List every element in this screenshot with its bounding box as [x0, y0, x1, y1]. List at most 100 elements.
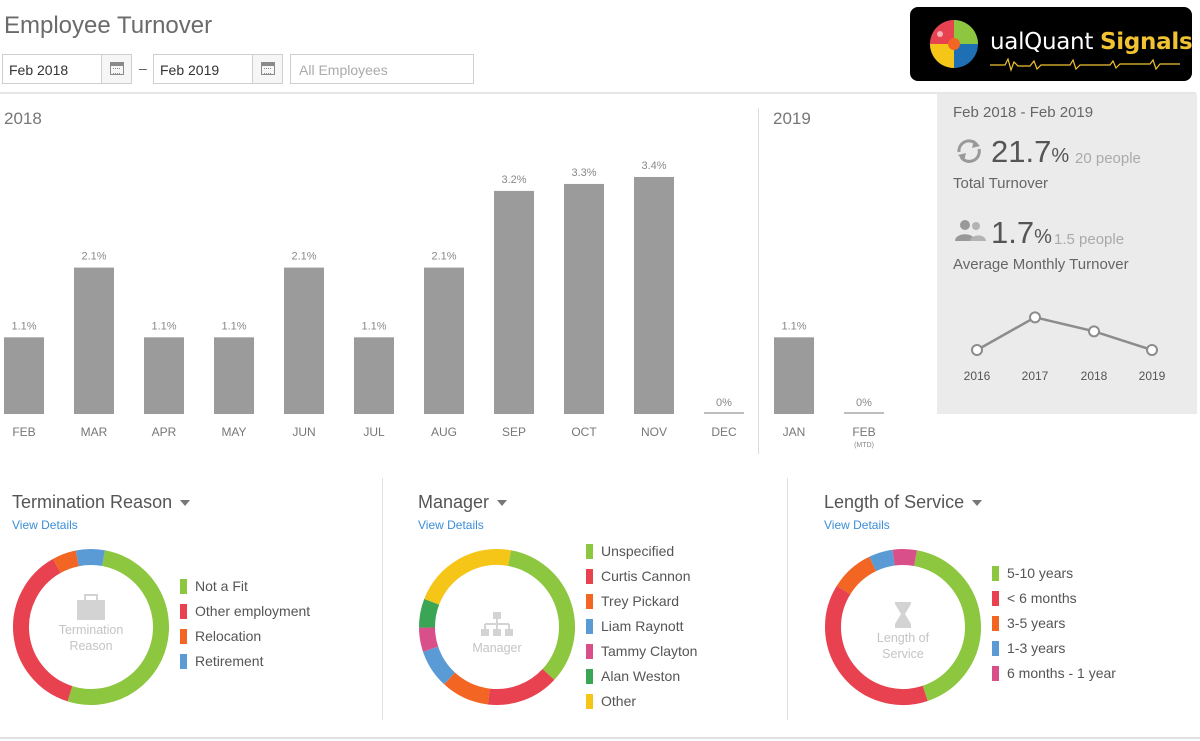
donut-segment-curtis-cannon[interactable] — [487, 668, 555, 705]
bar-jun-2018[interactable] — [284, 267, 324, 414]
legend-item-curtis-cannon[interactable]: Curtis Cannon — [586, 568, 697, 593]
view-details-link[interactable]: View Details — [824, 518, 890, 532]
bar-sep-2018[interactable] — [494, 190, 534, 414]
legend-swatch — [586, 569, 593, 584]
legend-item-3-5-years[interactable]: 3-5 years — [992, 615, 1116, 640]
trend-year-label: 2017 — [1022, 369, 1049, 383]
legend-item-liam-raynott[interactable]: Liam Raynott — [586, 618, 697, 643]
bar-feb-2019[interactable] — [844, 412, 884, 414]
legend-item-6-months[interactable]: < 6 months — [992, 590, 1116, 615]
bar-data-label: 1.1% — [361, 320, 386, 332]
chevron-down-icon[interactable] — [497, 500, 508, 507]
page-title: Employee Turnover — [4, 12, 213, 39]
trend-point-2019[interactable] — [1146, 344, 1158, 356]
trend-year-label: 2018 — [1081, 369, 1108, 383]
bar-oct-2018[interactable] — [564, 183, 604, 414]
legend-item-tammy-clayton[interactable]: Tammy Clayton — [586, 643, 697, 668]
donut-chart-termination-reason — [13, 549, 169, 705]
legend-item-1-3-years[interactable]: 1-3 years — [992, 640, 1116, 665]
x-tick-label: JUN — [292, 425, 315, 439]
view-details-link[interactable]: View Details — [418, 518, 484, 532]
legend-item-trey-pickard[interactable]: Trey Pickard — [586, 593, 697, 618]
trend-point-2016[interactable] — [971, 344, 983, 356]
legend-label: Other employment — [195, 603, 311, 619]
bar-data-label: 3.4% — [641, 160, 666, 172]
legend-label: 3-5 years — [1007, 615, 1066, 631]
bar-may-2018[interactable] — [214, 337, 254, 414]
legend-item-retirement[interactable]: Retirement — [180, 653, 310, 678]
x-tick-label: APR — [152, 425, 177, 439]
people-icon — [955, 220, 986, 241]
donut-segment-trey-pickard[interactable] — [444, 672, 491, 705]
bar-jan-2019[interactable] — [774, 337, 814, 414]
legend-label: Curtis Cannon — [601, 568, 691, 584]
total-turnover-people: 20 people — [1075, 150, 1141, 167]
donut-segment-1-3-years[interactable] — [869, 549, 895, 572]
bar-dec-2018[interactable] — [704, 412, 744, 414]
bar-aug-2018[interactable] — [424, 267, 464, 414]
legend-label: Liam Raynott — [601, 618, 684, 634]
bar-data-label: 3.2% — [501, 174, 526, 186]
bar-jul-2018[interactable] — [354, 337, 394, 414]
x-tick-label: FEB — [852, 425, 875, 439]
bar-feb-2018[interactable] — [4, 337, 44, 414]
legend-item-other[interactable]: Other — [586, 693, 697, 718]
bar-data-label: 0% — [716, 397, 732, 409]
panel-title-length-of-service[interactable]: Length of Service — [824, 492, 983, 513]
logo-wordmark: ualQuant Signals — [990, 29, 1192, 55]
start-calendar-button[interactable] — [101, 55, 131, 83]
donut-segment-liam-raynott[interactable] — [423, 646, 456, 685]
legend-item-alan-weston[interactable]: Alan Weston — [586, 668, 697, 693]
chevron-down-icon[interactable] — [180, 500, 191, 507]
legend-swatch — [992, 666, 999, 681]
bar-data-label: 1.1% — [781, 320, 806, 332]
bar-nov-2018[interactable] — [634, 176, 674, 414]
donut-segment-other[interactable] — [424, 549, 511, 605]
panel-divider — [787, 478, 788, 720]
legend-item-relocation[interactable]: Relocation — [180, 628, 310, 653]
end-calendar-button[interactable] — [252, 55, 282, 83]
legend-item-not-a-fit[interactable]: Not a Fit — [180, 578, 310, 603]
monthly-turnover-bar-chart: 1.1% FEB 2.1% MAR 1.1% APR 1.1% MAY 2.1% JUN 1.1% J… — [4, 160, 884, 449]
legend-item-6-months-1-year[interactable]: 6 months - 1 year — [992, 665, 1116, 690]
avg-monthly-turnover-label: Average Monthly Turnover — [953, 256, 1129, 273]
donut-segment-other-employment[interactable] — [13, 558, 73, 702]
year-label-2019: 2019 — [773, 109, 811, 128]
bar-mar-2018[interactable] — [74, 267, 114, 414]
legend-item-unspecified[interactable]: Unspecified — [586, 543, 697, 568]
legend-swatch — [586, 619, 593, 634]
legend-swatch — [586, 669, 593, 684]
donut-chart-length-of-service — [825, 549, 981, 705]
x-tick-label: AUG — [431, 425, 457, 439]
panel-title-manager[interactable]: Manager — [418, 492, 508, 513]
donut-segment-unspecified[interactable] — [507, 550, 575, 680]
start-date-field[interactable]: Feb 2018 — [2, 54, 132, 84]
legend-item-5-10-years[interactable]: 5-10 years — [992, 565, 1116, 590]
end-date-field[interactable]: Feb 2019 — [153, 54, 283, 84]
donut-segment-retirement[interactable] — [75, 549, 105, 567]
trend-point-2017[interactable] — [1029, 311, 1041, 324]
donut-segment-6-months-1-year[interactable] — [892, 549, 917, 567]
donut-center-label: Manager — [472, 641, 522, 655]
chevron-down-icon[interactable] — [972, 500, 983, 507]
summary-date-range: Feb 2018 - Feb 2019 — [953, 104, 1094, 121]
donut-segment-6-months[interactable] — [825, 585, 928, 705]
trend-point-2018[interactable] — [1088, 325, 1100, 338]
qualquant-logo: ualQuant Signals — [910, 7, 1192, 81]
end-date-value: Feb 2019 — [160, 62, 220, 78]
employees-filter-input[interactable]: All Employees — [290, 54, 474, 84]
date-separator: – — [139, 60, 147, 76]
donut-segment-not-a-fit[interactable] — [67, 550, 169, 705]
view-details-link[interactable]: View Details — [12, 518, 78, 532]
bar-apr-2018[interactable] — [144, 337, 184, 414]
panel-title-termination-reason[interactable]: Termination Reason — [12, 492, 191, 513]
legend-label: 1-3 years — [1007, 640, 1066, 656]
x-tick-label: FEB — [12, 425, 35, 439]
legend-item-other-employment[interactable]: Other employment — [180, 603, 310, 628]
donut-segment-3-5-years[interactable] — [836, 556, 877, 595]
donut-segment-relocation[interactable] — [52, 550, 80, 574]
donut-segment-tammy-clayton[interactable] — [419, 627, 439, 652]
donut-segment-5-10-years[interactable] — [913, 550, 981, 701]
donut-segment-alan-weston[interactable] — [419, 598, 440, 628]
legend-termination-reason: Not a Fit Other employment Relocation Retir… — [180, 578, 310, 678]
